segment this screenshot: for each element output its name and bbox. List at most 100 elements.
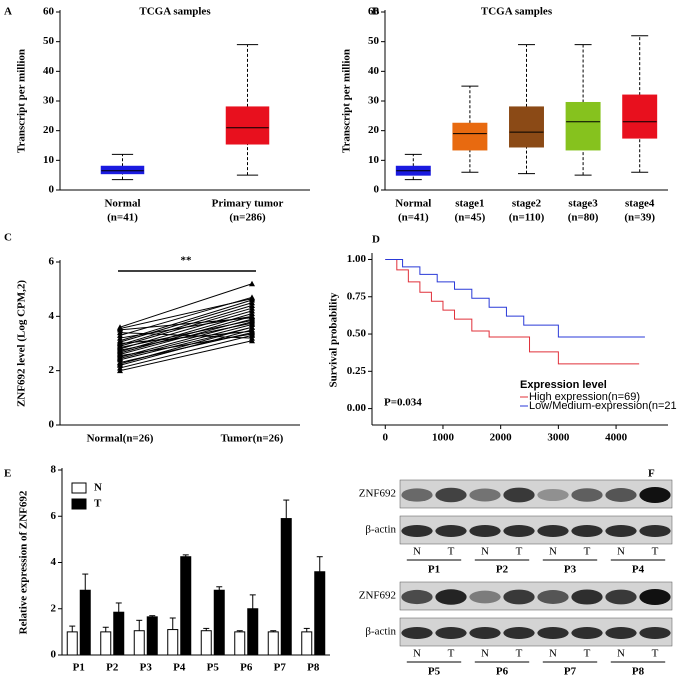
lane-label: T [516,648,523,660]
pair-line [119,322,253,351]
x-tick-label: P6 [240,662,253,674]
lane-label: N [413,648,421,660]
group-label: P7 [564,666,577,678]
blot-band [605,589,637,605]
x-tick-note: (n=80) [568,212,599,224]
lane-label: T [584,546,591,558]
blot-band [469,627,501,639]
blot-band [401,488,433,502]
bar [267,631,279,656]
x-tick-label: P8 [307,662,320,674]
bar [301,631,313,656]
x-tick-label: 1000 [432,432,455,444]
panel-label: D [372,234,380,246]
y-tick-label: 8 [51,464,57,476]
pair-line [119,340,253,372]
legend-label: N [94,482,102,494]
pair-line [119,323,253,359]
y-tick-label: 40 [43,65,55,77]
y-tick-label: 0 [374,184,380,196]
blot-row-label: β-actin [365,626,396,638]
y-axis-label: Transcript per million [16,49,28,153]
y-tick-label: 2 [49,364,55,376]
point [249,280,255,287]
y-tick-label: 10 [368,154,380,166]
x-tick-note: (n=39) [624,212,655,224]
blot-band [571,589,603,605]
y-tick-label: 60 [368,6,380,18]
blot-band [537,590,569,604]
pair-line [119,283,253,328]
blot-row-label: β-actin [365,524,396,536]
lane-label: T [516,546,523,558]
bar [146,616,158,656]
box [622,94,658,139]
annotation: P=0.034 [384,397,422,409]
y-tick-label: 50 [43,35,55,47]
survival-curve [385,258,640,365]
pair-line [119,319,253,349]
y-tick-label: 20 [368,124,380,136]
x-tick-label: stage3 [568,198,598,210]
blot-band [401,525,433,537]
y-tick-label: 30 [43,95,55,107]
blot-band [571,525,603,537]
blot-band [401,589,433,605]
pair-line [119,317,253,331]
y-tick-label: 0.75 [347,290,367,302]
bar [234,631,246,656]
point [249,324,255,330]
x-tick-label: 4000 [605,432,628,444]
box [452,122,488,151]
y-tick-label: 0 [49,184,55,196]
x-tick-label: 2000 [490,432,513,444]
group-label: P5 [428,666,441,678]
bar [167,629,179,656]
lane-label: N [481,546,489,558]
western-blot: ZNF692 β-actin N T N T N T N T P1 P2 P3 P4 ZNF692 β-act… [359,479,673,678]
x-tick-label: P7 [274,662,287,674]
lane-label: N [617,546,625,558]
point [249,314,255,321]
bar [247,608,259,656]
group-label: P1 [428,564,440,576]
y-tick-label: 4 [49,310,55,322]
x-tick-label: P1 [73,662,85,674]
y-tick-label: 60 [43,6,55,18]
x-tick-label: Primary tumor [212,198,284,210]
x-tick-label: 3000 [547,432,570,444]
y-tick-label: 10 [43,154,55,166]
group-label: P2 [496,564,509,576]
pair-line [119,304,253,346]
y-tick-label: 2 [51,602,57,614]
blot-band [469,525,501,537]
box [225,106,270,145]
legend-swatch [71,498,87,510]
group-label: P4 [632,564,645,576]
bar [280,518,292,656]
bar [213,589,225,656]
bar [113,611,125,656]
annotation: ** [181,255,193,267]
chart-title: TCGA samples [139,6,211,18]
x-tick-label: P3 [140,662,153,674]
blot-band [571,488,603,502]
x-tick-label: stage1 [455,198,484,210]
box [509,106,544,148]
x-tick-note: (n=41) [398,212,429,224]
blot-band [639,525,671,537]
blot-band [435,589,467,605]
blot-band [639,589,671,605]
bar [79,589,91,656]
group-label: P8 [632,666,645,678]
x-tick-note: (n=286) [229,212,266,224]
x-tick-label: Normal [395,198,431,210]
y-tick-label: 0.25 [347,365,367,377]
panel-label: C [4,232,12,244]
blot-band [605,627,637,639]
point [117,360,123,367]
point [117,324,123,330]
blot-band [605,525,637,537]
blot-band [469,488,501,502]
